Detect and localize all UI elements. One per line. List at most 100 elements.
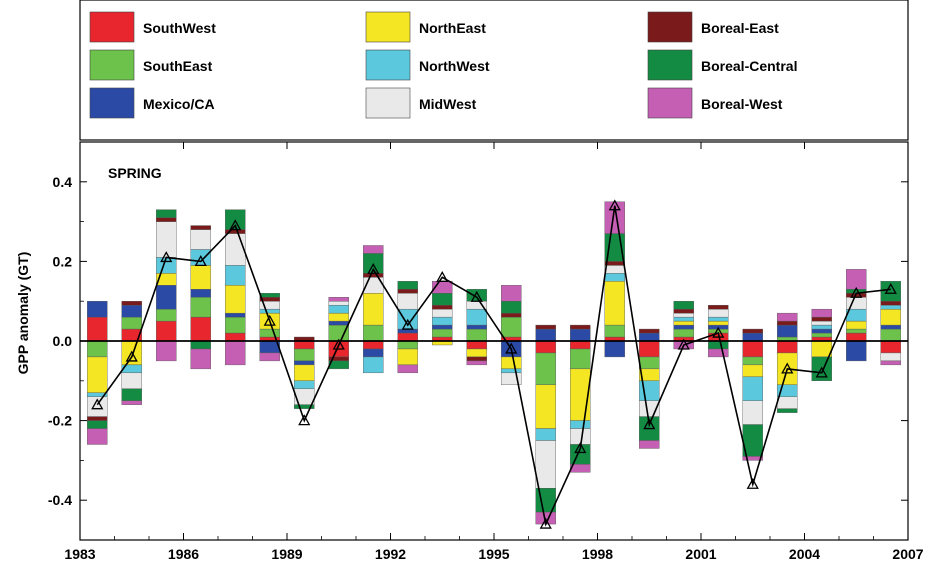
bar-segment-northeast <box>87 356 108 393</box>
legend-swatch-northeast <box>365 11 411 43</box>
bar-segment-boreal-west <box>363 245 384 254</box>
axes: 1983 1986 1989 1992 1995 1998 2001 2004 2007 -0.4… <box>48 141 924 562</box>
bar-segment-boreal-central <box>294 404 315 409</box>
bar-segment-boreal-east <box>397 289 418 294</box>
bar-group-23 <box>880 281 901 366</box>
bar-group-8 <box>363 245 384 374</box>
bar-segment-southeast <box>397 340 418 350</box>
bar-segment-midwest <box>121 372 142 389</box>
bar-segment-boreal-central <box>777 408 798 413</box>
bar-segment-boreal-east <box>880 301 901 306</box>
bar-segment-mexico-ca <box>156 285 177 310</box>
bar-segment-southeast <box>225 316 246 334</box>
bar-segment-mexico-ca <box>811 328 832 334</box>
bar-segment-southwest <box>846 332 867 342</box>
x-tick-label: 2004 <box>789 546 820 562</box>
bar-segment-boreal-central <box>259 293 280 298</box>
bar-segment-northwest <box>570 420 591 429</box>
bar-group-9 <box>397 281 418 374</box>
bar-segment-southeast <box>432 328 453 338</box>
bar-segment-southwest <box>87 316 108 342</box>
total-point-marker <box>298 414 311 426</box>
bar-segment-midwest <box>570 428 591 445</box>
bar-segment-northeast <box>673 320 694 326</box>
bar-segment-midwest <box>501 372 522 385</box>
bar-segment-boreal-east <box>570 324 591 330</box>
bar-group-11 <box>466 289 487 366</box>
bar-segment-northwest <box>708 316 729 322</box>
bar-segment-midwest <box>190 229 211 250</box>
bar-segment-boreal-west <box>121 400 142 405</box>
bar-segment-northeast <box>846 320 867 330</box>
bar-segment-northeast <box>225 285 246 314</box>
bar-segment-boreal-west <box>777 312 798 322</box>
total-point-marker <box>850 286 863 298</box>
bar-segment-northwest <box>604 273 625 282</box>
total-point-marker <box>815 366 828 378</box>
legend-item-boreal-central: Boreal-Central <box>647 49 797 81</box>
bar-segment-midwest <box>432 308 453 318</box>
bar-segment-mexico-ca <box>328 320 349 326</box>
bar-segment-southeast <box>87 340 108 358</box>
bar-segment-northeast <box>880 308 901 326</box>
bar-segment-boreal-west <box>259 352 280 362</box>
bar-segment-boreal-east <box>639 328 660 334</box>
bar-segment-southeast <box>294 348 315 362</box>
bar-segment-southeast <box>535 352 556 385</box>
bar-segment-boreal-west <box>397 364 418 374</box>
bar-segment-southwest <box>535 340 556 354</box>
bar-segment-boreal-west <box>466 360 487 366</box>
bar-segment-boreal-central <box>397 281 418 290</box>
bar-segment-midwest <box>777 396 798 409</box>
bar-segment-southeast <box>466 328 487 342</box>
bar-segment-mexico-ca <box>673 324 694 330</box>
bar-segment-midwest <box>673 312 694 318</box>
bar-segment-mexico-ca <box>880 324 901 330</box>
bar-segment-southeast <box>639 356 660 370</box>
bar-segment-mexico-ca <box>294 360 315 366</box>
legend-swatch-boreal-central <box>647 49 693 81</box>
bar-segment-boreal-east <box>466 356 487 362</box>
bar-segment-midwest <box>742 400 763 425</box>
legend-swatch-boreal-west <box>647 87 693 119</box>
bar-segment-northeast <box>708 320 729 326</box>
bar-segment-boreal-central <box>673 301 694 310</box>
bar-segment-mexico-ca <box>190 289 211 298</box>
bar-group-1 <box>121 301 142 405</box>
y-tick-label: 0.4 <box>53 174 73 190</box>
bar-segment-boreal-west <box>87 428 108 445</box>
legend-item-midwest: MidWest <box>365 87 477 119</box>
y-tick-label: -0.2 <box>48 413 72 429</box>
x-tick-label: 1989 <box>271 546 302 562</box>
legend-item-northwest: NorthWest <box>365 49 490 81</box>
total-point-marker <box>229 219 242 231</box>
bar-segment-midwest <box>604 265 625 274</box>
bar-segment-northwest <box>432 316 453 326</box>
plot-area <box>87 199 901 529</box>
bar-segment-boreal-west <box>880 360 901 366</box>
legend-swatch-southeast <box>89 49 135 81</box>
bar-group-13 <box>535 324 556 525</box>
bar-segment-southwest <box>466 340 487 350</box>
legend-label-boreal-central: Boreal-Central <box>701 58 797 74</box>
bar-segment-boreal-central <box>156 209 177 218</box>
bar-segment-northwest <box>811 324 832 330</box>
bar-segment-southwest <box>156 320 177 342</box>
total-point-marker <box>781 362 794 374</box>
legend-label-boreal-west: Boreal-West <box>701 96 783 112</box>
bar-segment-boreal-east <box>777 320 798 326</box>
total-point-marker <box>677 338 690 350</box>
legend-item-boreal-east: Boreal-East <box>647 11 779 43</box>
legend-label-northeast: NorthEast <box>419 20 486 36</box>
bar-segment-southwest <box>777 340 798 354</box>
legend-label-midwest: MidWest <box>419 96 477 112</box>
bar-segment-southeast <box>328 324 349 342</box>
bar-segment-northwest <box>294 380 315 389</box>
legend-swatch-southwest <box>89 11 135 43</box>
total-point-marker <box>712 326 725 338</box>
bar-segment-boreal-central <box>432 293 453 306</box>
legend-swatch-northwest <box>365 49 411 81</box>
bar-segment-boreal-west <box>811 308 832 318</box>
total-point-marker <box>643 418 656 430</box>
bar-segment-boreal-east <box>190 225 211 230</box>
